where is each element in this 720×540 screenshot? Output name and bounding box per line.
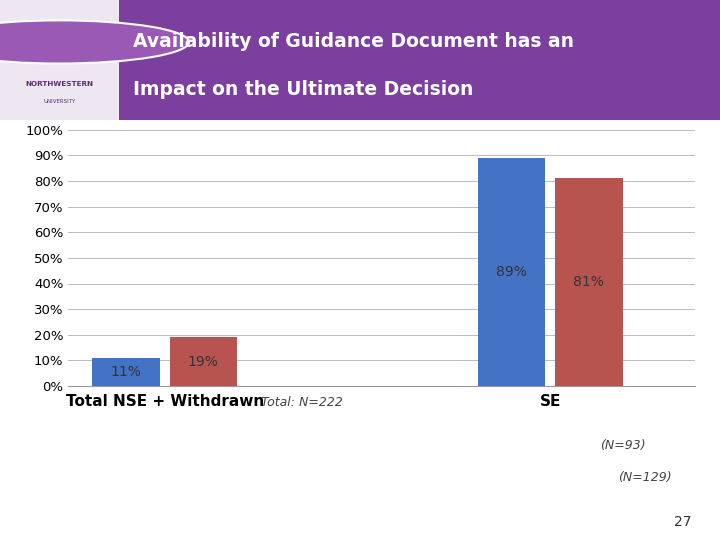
- Text: 81%: 81%: [573, 275, 604, 289]
- Text: Availability of Guidance Document has an: Availability of Guidance Document has an: [133, 32, 575, 51]
- Text: NORTHWESTERN: NORTHWESTERN: [25, 81, 94, 87]
- Bar: [478, 158, 546, 386]
- Text: Total: N=222: Total: N=222: [261, 396, 343, 409]
- Bar: [0, 0, 119, 120]
- Text: 19%: 19%: [188, 355, 219, 369]
- Circle shape: [0, 21, 189, 64]
- Text: (N=93): (N=93): [600, 439, 646, 452]
- Text: 27: 27: [674, 515, 691, 529]
- Text: 89%: 89%: [496, 265, 527, 279]
- Bar: [555, 178, 623, 386]
- Text: (N=129): (N=129): [618, 471, 671, 484]
- Text: 11%: 11%: [111, 365, 142, 379]
- Bar: [170, 338, 237, 386]
- Text: UNIVERSITY: UNIVERSITY: [43, 99, 76, 104]
- Bar: [92, 358, 160, 386]
- Text: Impact on the Ultimate Decision: Impact on the Ultimate Decision: [133, 80, 474, 99]
